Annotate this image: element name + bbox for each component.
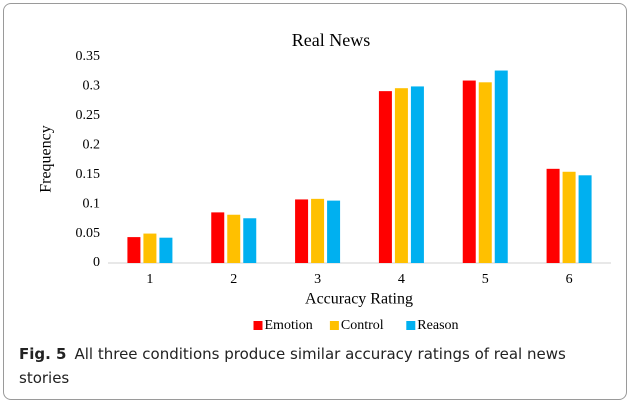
bar	[410, 86, 424, 263]
y-tick-label: 0.15	[76, 167, 101, 182]
legend-label: Emotion	[265, 318, 313, 333]
bar	[378, 91, 392, 263]
x-tick-label: 4	[398, 272, 405, 287]
legend-label: Control	[341, 318, 384, 333]
y-tick-label: 0.1	[83, 196, 101, 211]
bar	[243, 218, 257, 263]
legend-swatch	[406, 321, 416, 330]
y-axis-title: Frequency	[38, 125, 55, 193]
bar	[295, 199, 309, 263]
legend-swatch	[253, 321, 263, 330]
bar	[394, 88, 408, 264]
bar	[327, 200, 341, 263]
bar	[462, 80, 476, 264]
y-tick-label: 0.25	[76, 108, 101, 123]
x-tick-label: 5	[482, 272, 489, 287]
caption-label: Fig. 5	[19, 345, 67, 363]
caption: Fig. 5 All three conditions produce simil…	[19, 342, 609, 390]
x-tick-label: 1	[146, 272, 153, 287]
bar	[127, 237, 141, 263]
y-tick-label: 0.05	[76, 226, 101, 241]
bar	[478, 82, 492, 264]
legend-swatch	[329, 321, 339, 330]
bar	[143, 233, 157, 263]
y-tick-label: 0.3	[83, 79, 101, 94]
legend-label: Reason	[417, 318, 458, 333]
x-axis-title: Accuracy Rating	[305, 291, 413, 308]
bar	[494, 70, 508, 263]
chart: Real News Accuracy Rating Frequency 0 0.0…	[38, 30, 611, 333]
x-tick-label: 3	[314, 272, 321, 287]
x-tick-label: 2	[230, 272, 237, 287]
bar	[227, 214, 241, 263]
bar	[311, 198, 325, 263]
y-tick-label: 0.35	[76, 49, 101, 64]
caption-text: All three conditions produce similar acc…	[19, 345, 566, 387]
y-tick-label: 0.2	[83, 138, 101, 153]
bar	[159, 237, 173, 263]
bar	[562, 171, 576, 263]
y-tick-label: 0	[93, 255, 100, 270]
x-tick-label: 6	[566, 272, 573, 287]
bar	[546, 168, 560, 263]
bar	[211, 212, 225, 263]
bar	[578, 175, 592, 263]
chart-title: Real News	[292, 30, 370, 50]
figure-frame: Real News Accuracy Rating Frequency 0 0.0…	[3, 3, 627, 400]
